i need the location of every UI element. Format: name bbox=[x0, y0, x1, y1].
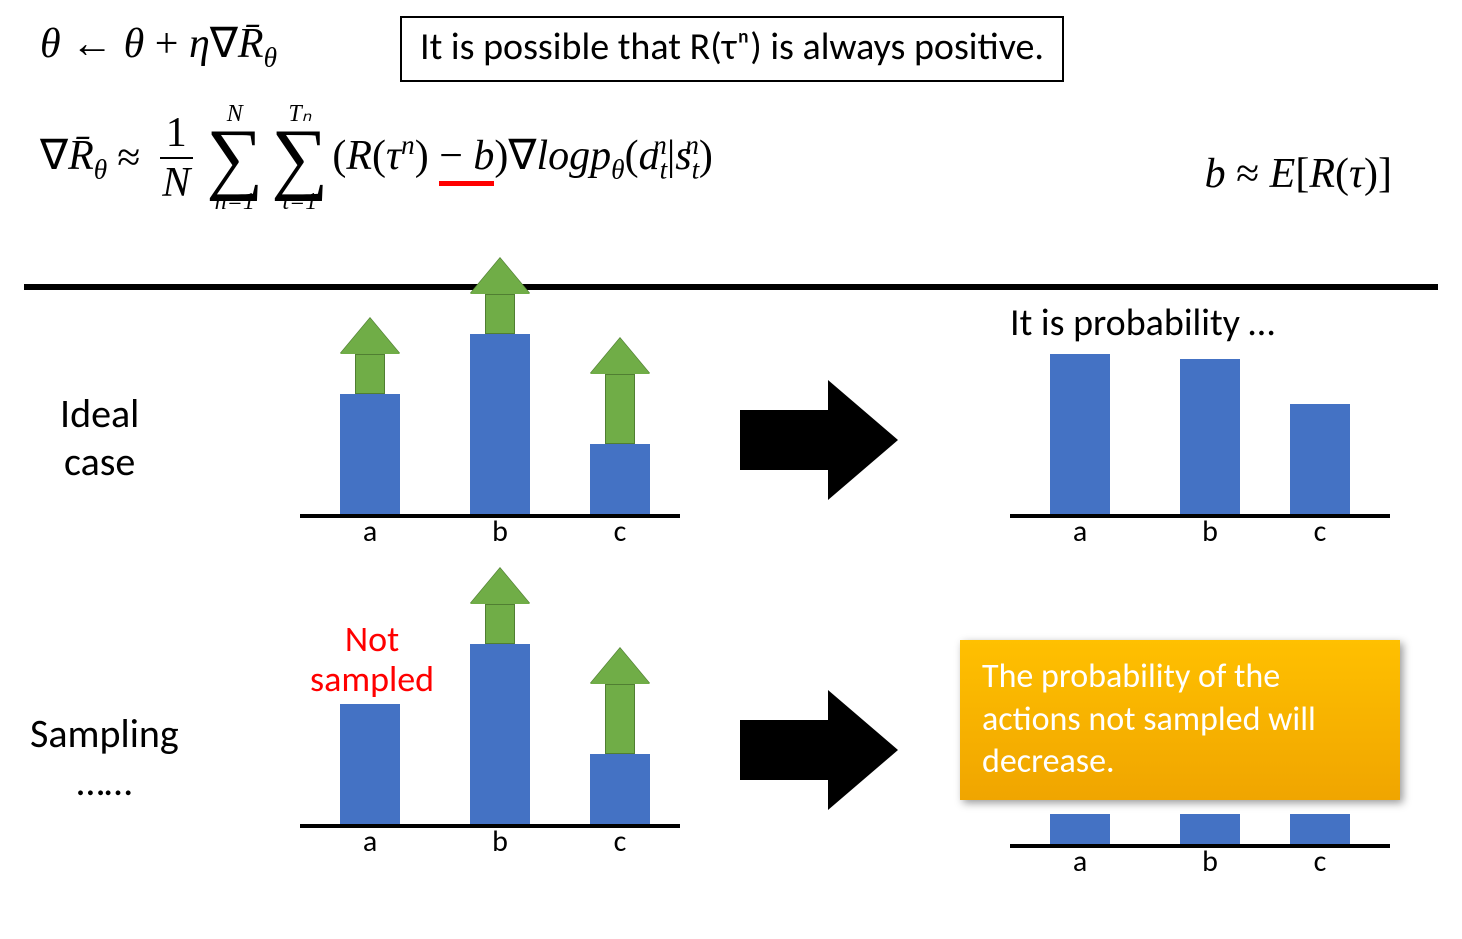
up-arrow-icon bbox=[590, 338, 650, 444]
label-ideal: Idealcase bbox=[60, 390, 139, 486]
reward-term: (R(τn) − b)∇logpθ(atn|stn) bbox=[332, 130, 713, 185]
sum-n: N ∑ n=1 bbox=[206, 102, 263, 214]
label-sampling: Sampling…… bbox=[30, 710, 179, 806]
bar-c bbox=[590, 444, 650, 514]
bar-label-b: b bbox=[470, 513, 530, 550]
bar-a bbox=[1050, 814, 1110, 844]
frac-1-N: 1 N bbox=[156, 109, 196, 207]
note-box: It is possible that R(τⁿ) is always posi… bbox=[400, 16, 1064, 82]
up-arrow-icon bbox=[470, 568, 530, 644]
bar-c bbox=[1290, 404, 1350, 514]
bar-b bbox=[470, 334, 530, 514]
bar-b bbox=[470, 644, 530, 824]
divider bbox=[24, 284, 1438, 290]
not-sampled-label: Notsampled bbox=[310, 620, 434, 699]
frac-den: N bbox=[156, 159, 196, 207]
up-arrow-icon bbox=[340, 318, 400, 394]
bar-label-a: a bbox=[1050, 843, 1110, 880]
eq-gradient: ∇R̄θ ≈ 1 N N ∑ n=1 Tₙ ∑ t=1 (R(τn) − b)∇… bbox=[40, 102, 713, 214]
chart-ideal-right: a b c bbox=[1010, 310, 1390, 550]
bar-label-a: a bbox=[1050, 513, 1110, 550]
up-arrow-icon bbox=[470, 258, 530, 334]
bar-label-b: b bbox=[470, 823, 530, 860]
bar-label-b: b bbox=[1180, 513, 1240, 550]
prob-label: It is probability … bbox=[1010, 300, 1275, 346]
bar-label-c: c bbox=[1290, 513, 1350, 550]
update-rule-text: θ ← θ + η∇R̄θ bbox=[40, 18, 277, 73]
bar-a bbox=[340, 704, 400, 824]
bar-label-a: a bbox=[340, 823, 400, 860]
sum-t: Tₙ ∑ t=1 bbox=[271, 102, 328, 214]
bar-label-c: c bbox=[1290, 843, 1350, 880]
slide-root: θ ← θ + η∇R̄θ It is possible that R(τⁿ) … bbox=[0, 0, 1462, 939]
callout-box: The probability of the actions not sampl… bbox=[960, 640, 1400, 800]
chart-ideal-left: a b c bbox=[300, 310, 680, 550]
eq-baseline: b ≈ E[R(τ)] bbox=[1205, 150, 1392, 198]
grad-lhs: ∇R̄θ bbox=[40, 130, 107, 185]
bar-label-b: b bbox=[1180, 843, 1240, 880]
bar-c bbox=[1290, 814, 1350, 844]
note-box-text: It is possible that R(τⁿ) is always posi… bbox=[420, 24, 1044, 70]
bar-b bbox=[1180, 359, 1240, 514]
bar-a bbox=[1050, 354, 1110, 514]
minus-b-underline: − b bbox=[439, 133, 494, 186]
bar-label-c: c bbox=[590, 823, 650, 860]
up-arrow-icon bbox=[590, 648, 650, 754]
frac-num: 1 bbox=[160, 109, 193, 159]
bar-label-c: c bbox=[590, 513, 650, 550]
big-arrow-icon bbox=[740, 690, 900, 810]
eq-update-rule: θ ← θ + η∇R̄θ bbox=[40, 18, 277, 73]
bar-c bbox=[590, 754, 650, 824]
bar-label-a: a bbox=[340, 513, 400, 550]
approx-sym: ≈ bbox=[117, 134, 140, 182]
bar-a bbox=[340, 394, 400, 514]
sum-n-lower: n=1 bbox=[215, 190, 255, 214]
bar-b bbox=[1180, 814, 1240, 844]
big-arrow-icon bbox=[740, 380, 900, 500]
sum-t-lower: t=1 bbox=[282, 190, 317, 214]
